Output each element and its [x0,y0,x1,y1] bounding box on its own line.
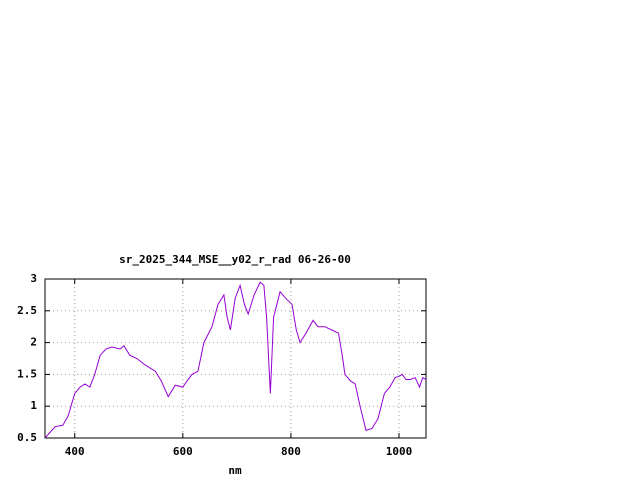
x-axis-label: nm [228,464,242,477]
x-tick-label: 1000 [386,445,413,458]
y-tick-label: 2 [30,336,37,349]
x-tick-label: 400 [65,445,85,458]
chart-title: sr_2025_344_MSE__y02_r_rad 06-26-00 [119,253,351,266]
y-tick-label: 2.5 [17,304,37,317]
y-tick-label: 0.5 [17,431,37,444]
x-tick-label: 600 [173,445,193,458]
y-tick-label: 3 [30,272,37,285]
y-tick-label: 1.5 [17,367,37,380]
plot-frame [44,278,427,439]
y-tick-label: 1 [30,399,37,412]
data-line [44,281,427,439]
x-tick-label: 800 [281,445,301,458]
